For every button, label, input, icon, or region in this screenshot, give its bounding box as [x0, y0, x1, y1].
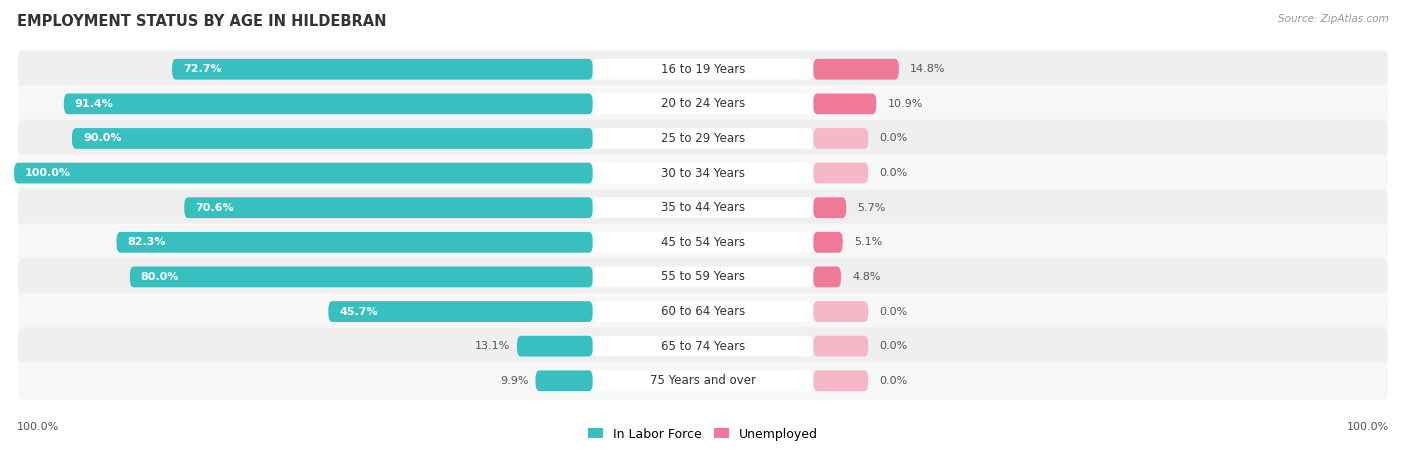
Text: 16 to 19 Years: 16 to 19 Years: [661, 63, 745, 76]
FancyBboxPatch shape: [593, 59, 813, 80]
FancyBboxPatch shape: [813, 128, 869, 149]
FancyBboxPatch shape: [593, 163, 813, 184]
FancyBboxPatch shape: [813, 94, 876, 114]
Text: 9.9%: 9.9%: [501, 376, 529, 386]
FancyBboxPatch shape: [18, 328, 1388, 365]
FancyBboxPatch shape: [593, 266, 813, 287]
Text: 100.0%: 100.0%: [25, 168, 72, 178]
FancyBboxPatch shape: [593, 232, 813, 253]
FancyBboxPatch shape: [18, 154, 1388, 192]
Legend: In Labor Force, Unemployed: In Labor Force, Unemployed: [583, 423, 823, 446]
FancyBboxPatch shape: [593, 197, 813, 218]
FancyBboxPatch shape: [18, 362, 1388, 400]
Text: 0.0%: 0.0%: [879, 341, 908, 351]
FancyBboxPatch shape: [18, 50, 1388, 88]
FancyBboxPatch shape: [813, 59, 898, 80]
Text: 82.3%: 82.3%: [128, 237, 166, 248]
FancyBboxPatch shape: [593, 94, 813, 114]
Text: 45 to 54 Years: 45 to 54 Years: [661, 236, 745, 249]
FancyBboxPatch shape: [593, 336, 813, 356]
FancyBboxPatch shape: [18, 293, 1388, 330]
Text: 35 to 44 Years: 35 to 44 Years: [661, 201, 745, 214]
Text: 60 to 64 Years: 60 to 64 Years: [661, 305, 745, 318]
Text: 55 to 59 Years: 55 to 59 Years: [661, 270, 745, 284]
Text: 70.6%: 70.6%: [195, 202, 233, 213]
FancyBboxPatch shape: [184, 197, 593, 218]
FancyBboxPatch shape: [593, 128, 813, 149]
FancyBboxPatch shape: [18, 224, 1388, 261]
Text: 100.0%: 100.0%: [17, 422, 59, 432]
FancyBboxPatch shape: [328, 301, 593, 322]
FancyBboxPatch shape: [813, 232, 842, 253]
FancyBboxPatch shape: [813, 197, 846, 218]
Text: 30 to 34 Years: 30 to 34 Years: [661, 166, 745, 180]
Text: 0.0%: 0.0%: [879, 134, 908, 144]
Text: 4.8%: 4.8%: [852, 272, 880, 282]
FancyBboxPatch shape: [117, 232, 593, 253]
Text: 14.8%: 14.8%: [910, 64, 945, 74]
FancyBboxPatch shape: [593, 301, 813, 322]
Text: 5.7%: 5.7%: [858, 202, 886, 213]
Text: 13.1%: 13.1%: [475, 341, 510, 351]
FancyBboxPatch shape: [172, 59, 593, 80]
Text: 0.0%: 0.0%: [879, 306, 908, 316]
FancyBboxPatch shape: [813, 336, 869, 356]
Text: 0.0%: 0.0%: [879, 376, 908, 386]
Text: 0.0%: 0.0%: [879, 168, 908, 178]
Text: 90.0%: 90.0%: [83, 134, 121, 144]
FancyBboxPatch shape: [813, 370, 869, 391]
Text: 20 to 24 Years: 20 to 24 Years: [661, 97, 745, 110]
Text: 72.7%: 72.7%: [183, 64, 222, 74]
FancyBboxPatch shape: [72, 128, 593, 149]
Text: 91.4%: 91.4%: [75, 99, 114, 109]
Text: 45.7%: 45.7%: [339, 306, 378, 316]
FancyBboxPatch shape: [18, 258, 1388, 296]
Text: 80.0%: 80.0%: [141, 272, 179, 282]
FancyBboxPatch shape: [536, 370, 593, 391]
Text: 75 Years and over: 75 Years and over: [650, 374, 756, 387]
Text: 25 to 29 Years: 25 to 29 Years: [661, 132, 745, 145]
FancyBboxPatch shape: [813, 301, 869, 322]
Text: EMPLOYMENT STATUS BY AGE IN HILDEBRAN: EMPLOYMENT STATUS BY AGE IN HILDEBRAN: [17, 14, 387, 28]
Text: 5.1%: 5.1%: [853, 237, 882, 248]
FancyBboxPatch shape: [18, 120, 1388, 157]
FancyBboxPatch shape: [813, 163, 869, 184]
FancyBboxPatch shape: [18, 189, 1388, 226]
FancyBboxPatch shape: [129, 266, 593, 287]
FancyBboxPatch shape: [63, 94, 593, 114]
FancyBboxPatch shape: [517, 336, 593, 356]
Text: 65 to 74 Years: 65 to 74 Years: [661, 340, 745, 353]
Text: 100.0%: 100.0%: [1347, 422, 1389, 432]
FancyBboxPatch shape: [813, 266, 841, 287]
Text: Source: ZipAtlas.com: Source: ZipAtlas.com: [1278, 14, 1389, 23]
FancyBboxPatch shape: [593, 370, 813, 391]
FancyBboxPatch shape: [14, 163, 593, 184]
FancyBboxPatch shape: [18, 85, 1388, 122]
Text: 10.9%: 10.9%: [887, 99, 922, 109]
